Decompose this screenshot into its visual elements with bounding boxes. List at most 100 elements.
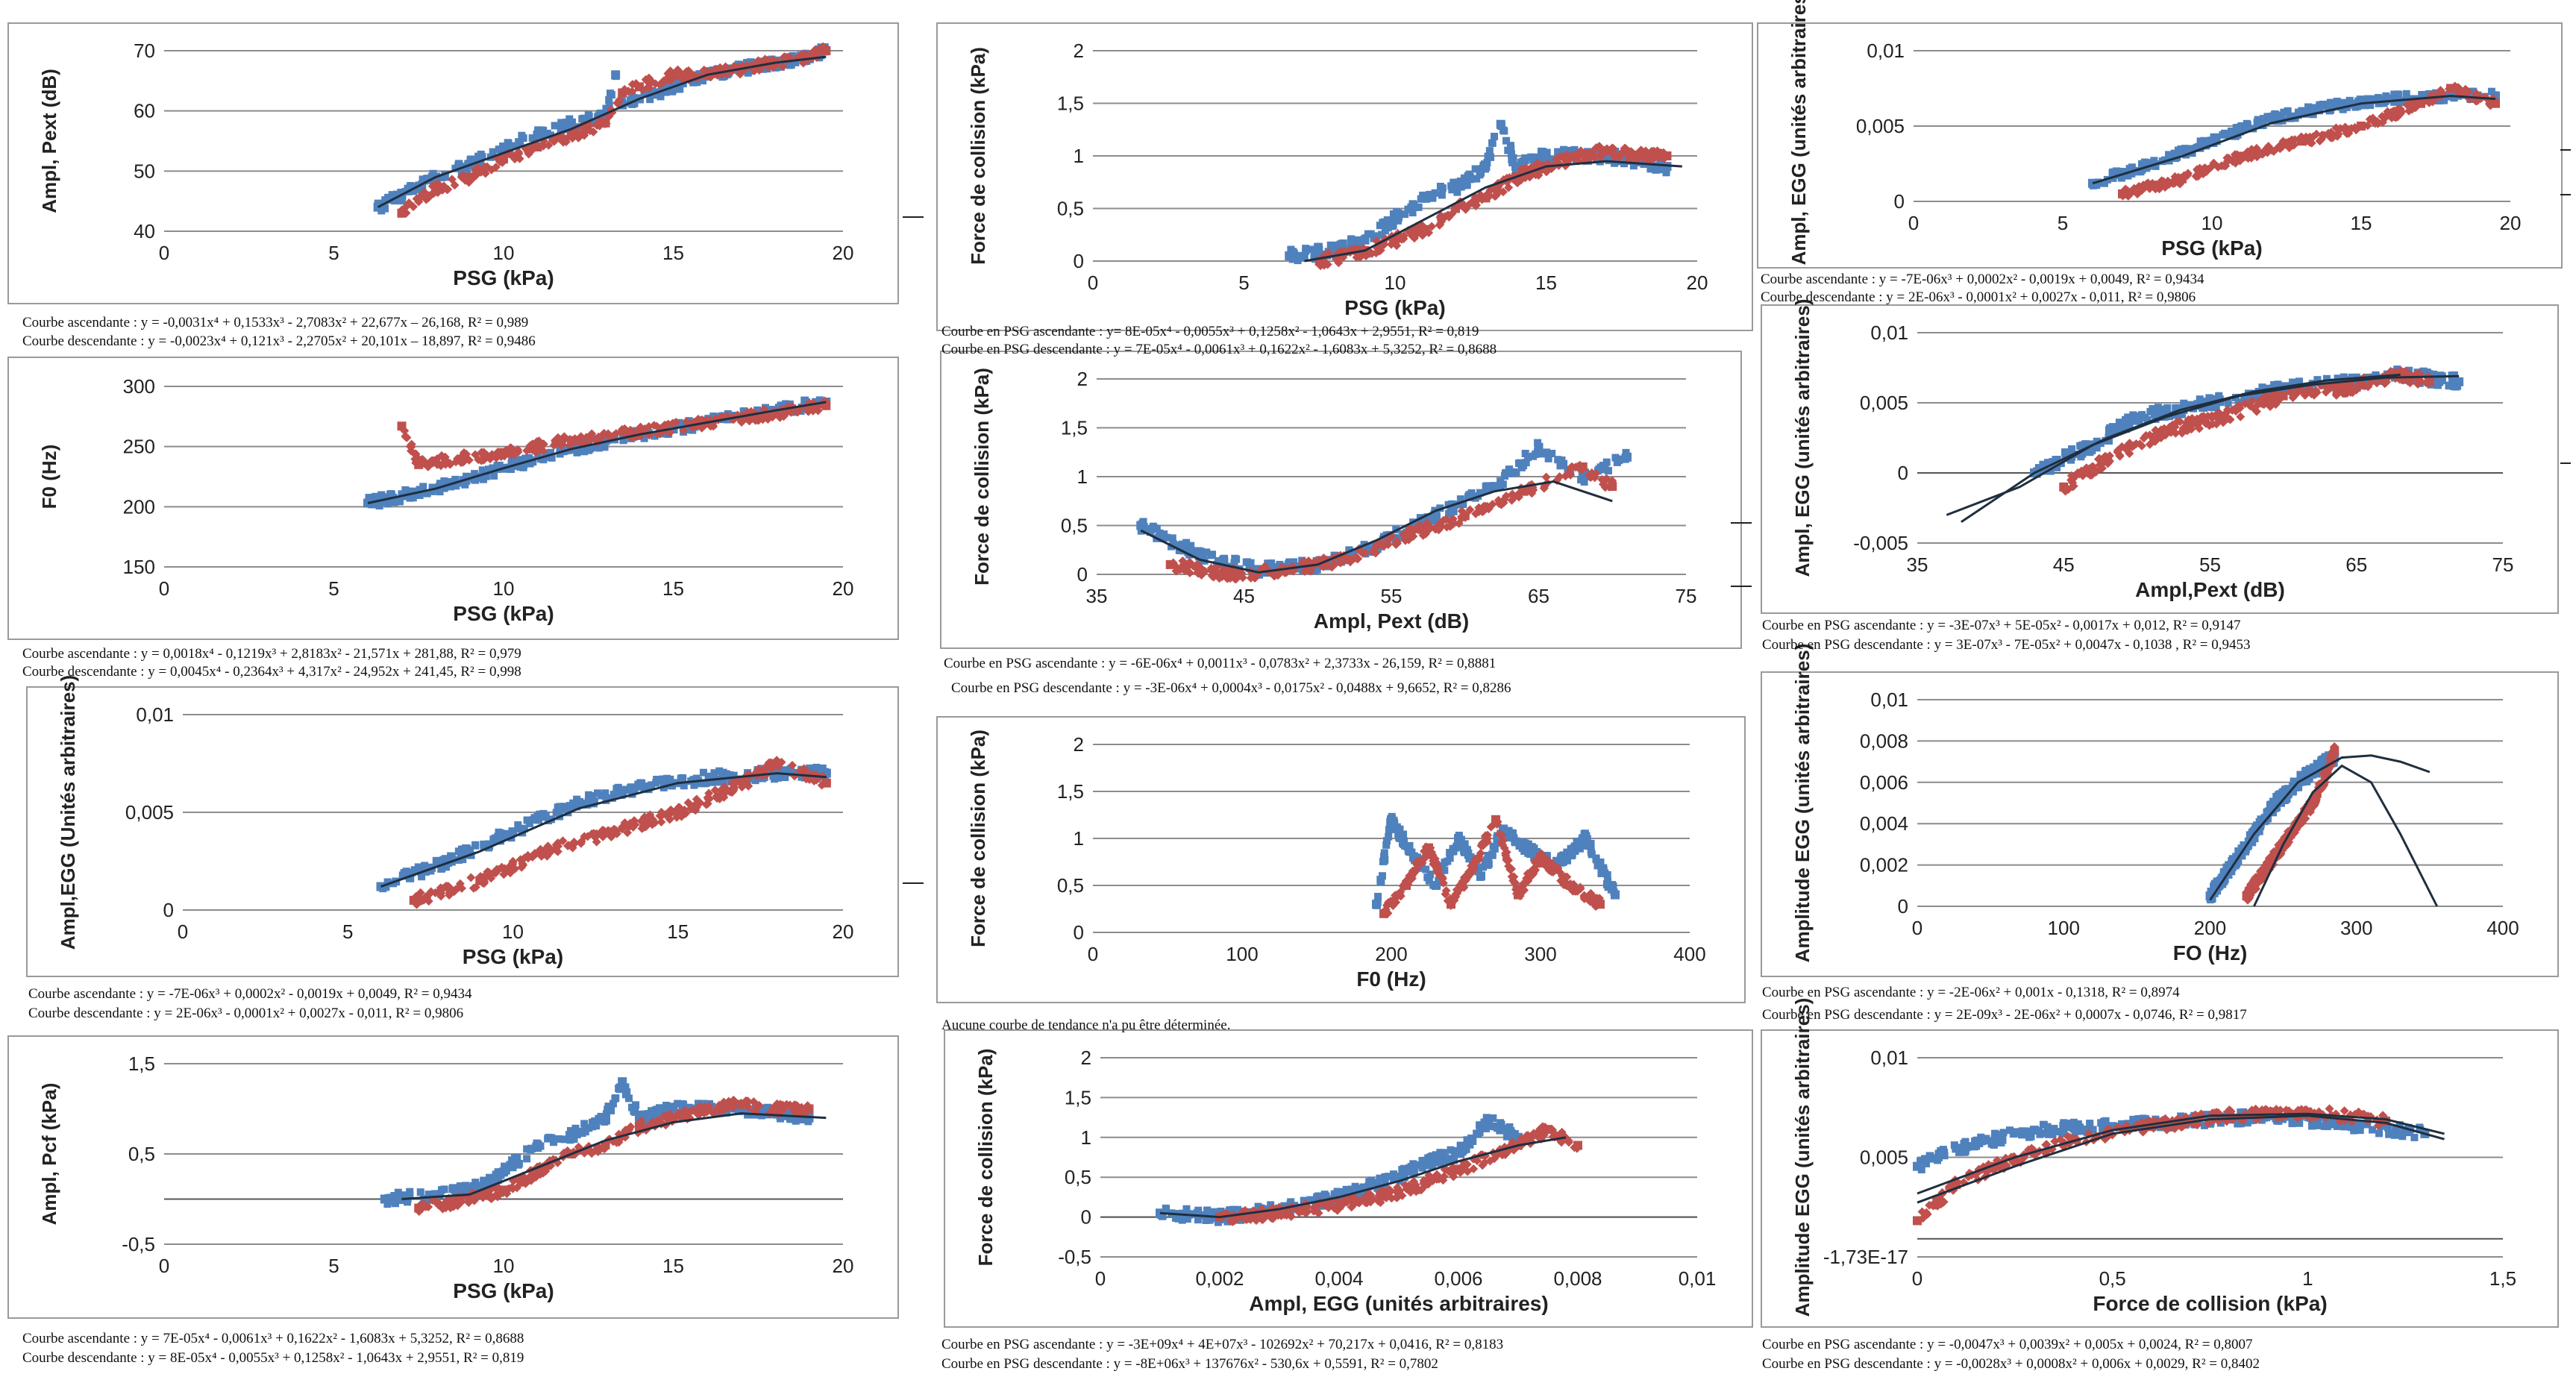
data-point [738, 415, 748, 425]
data-point [1459, 501, 1467, 509]
data-point [2082, 447, 2090, 455]
data-point [1491, 844, 1499, 853]
data-point [1269, 571, 1279, 580]
data-point [1385, 832, 1393, 841]
data-point [554, 841, 563, 851]
data-point [2046, 467, 2055, 475]
data-point [648, 781, 656, 789]
data-point [1246, 573, 1256, 583]
data-point [1338, 239, 1347, 248]
data-point [2402, 94, 2410, 102]
data-point [525, 456, 533, 464]
data-point [2219, 131, 2227, 139]
data-point [421, 862, 429, 870]
data-point [661, 780, 669, 788]
data-point [414, 863, 422, 871]
data-point [1371, 548, 1381, 558]
data-point [751, 777, 759, 785]
data-point [648, 815, 658, 824]
data-point [2275, 791, 2283, 799]
data-point [369, 494, 377, 502]
data-point [2430, 370, 2438, 378]
y-tick-label: 0 [1898, 462, 1908, 484]
data-point [1521, 449, 1529, 457]
data-point [1420, 522, 1430, 532]
x-tick-label: 20 [1687, 272, 1708, 294]
data-point [2196, 395, 2204, 404]
y-tick-label: 1,5 [1061, 417, 1088, 439]
data-point [1586, 888, 1596, 898]
data-point [1471, 165, 1479, 173]
data-point [1441, 886, 1451, 896]
data-point [2278, 788, 2287, 796]
data-point [377, 491, 386, 499]
data-point [2193, 414, 2202, 424]
data-point [1576, 884, 1585, 894]
data-point [1185, 557, 1194, 567]
data-point [2209, 158, 2219, 168]
data-point [588, 119, 596, 128]
data-point [720, 782, 730, 791]
data-point [1334, 258, 1344, 268]
y-tick-label: 50 [134, 160, 155, 182]
data-point [2125, 421, 2134, 430]
data-point [380, 204, 389, 212]
data-point [1360, 235, 1370, 245]
data-point [1491, 815, 1500, 824]
data-point [659, 777, 667, 785]
data-point [728, 785, 738, 795]
data-point [1508, 156, 1516, 164]
data-point [715, 767, 724, 775]
data-point [2224, 399, 2232, 407]
data-point [716, 785, 726, 795]
data-point [451, 457, 461, 467]
data-point [628, 817, 638, 826]
data-point [1389, 222, 1397, 230]
data-point [1640, 146, 1650, 156]
data-point [607, 832, 616, 842]
data-point [480, 840, 488, 848]
data-point [729, 777, 739, 787]
ascending-series [1136, 439, 1632, 579]
data-point [2333, 131, 2342, 141]
data-point [1197, 571, 1206, 580]
data-point [1212, 562, 1221, 572]
data-point [461, 850, 469, 859]
data-point [1514, 492, 1523, 502]
panel-frame-2 [936, 22, 1753, 331]
data-point [680, 782, 688, 790]
data-point [423, 175, 431, 183]
data-point [1448, 519, 1458, 529]
data-point [643, 75, 653, 85]
data-point [1650, 162, 1658, 170]
data-point [612, 98, 622, 108]
data-point [2232, 853, 2240, 861]
data-point [1220, 554, 1228, 562]
x-tick-label: 10 [493, 577, 515, 600]
data-point [1458, 876, 1468, 886]
data-point [2052, 460, 2061, 468]
data-point [2151, 184, 2160, 194]
data-point [1456, 178, 1464, 186]
data-point [1539, 483, 1549, 493]
y-axis-title: Ampl, EGG (unités arbitraires) [1791, 299, 1814, 577]
data-point [2363, 382, 2373, 392]
data-point [506, 145, 514, 154]
data-point [2250, 404, 2260, 414]
data-point [2405, 378, 2415, 388]
data-point [1590, 145, 1599, 154]
data-point [2394, 90, 2402, 98]
data-point [1615, 152, 1625, 162]
data-point [1424, 843, 1433, 853]
y-tick-label: 1,5 [1057, 780, 1084, 803]
data-point [1426, 870, 1435, 879]
data-point [618, 88, 627, 98]
data-point [1555, 868, 1565, 877]
data-point [668, 70, 678, 80]
data-point [787, 768, 795, 777]
data-point [1460, 511, 1470, 521]
data-point [1243, 558, 1251, 566]
data-point [1372, 540, 1382, 550]
